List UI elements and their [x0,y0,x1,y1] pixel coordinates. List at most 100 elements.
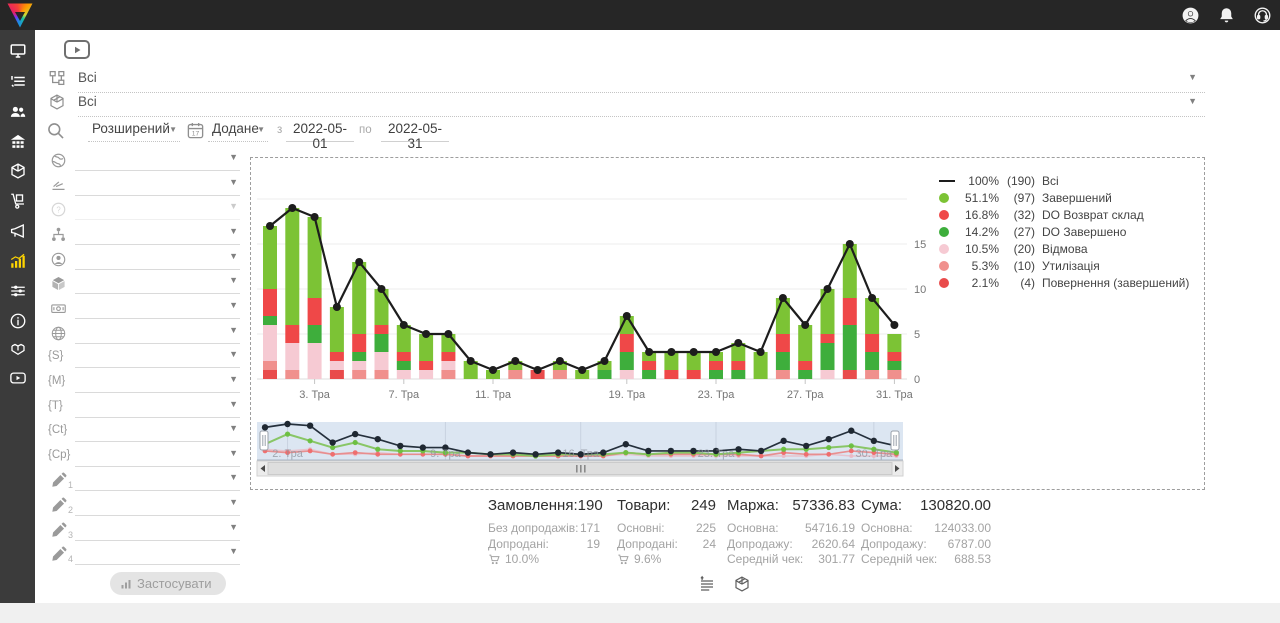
utm-content-select[interactable] [75,424,240,443]
data-point[interactable] [823,285,832,293]
data-point[interactable] [377,285,386,293]
legend-item-3[interactable]: 14.2% (27) DO Завершено [939,223,1189,240]
bar-segment[interactable] [263,370,277,379]
bar-segment[interactable] [374,370,389,379]
bar-segment[interactable] [419,334,434,361]
bar-segment[interactable] [887,334,902,352]
bar-segment[interactable] [396,325,411,352]
bar-segment[interactable] [329,352,344,361]
sidebar-item-dashboard[interactable] [0,38,35,64]
utm-term-select[interactable] [75,400,240,418]
sidebar-item-info[interactable] [0,308,35,334]
bar-segment[interactable] [619,334,634,352]
bell-icon[interactable] [1217,6,1236,25]
legend-item-1[interactable]: 51.1% (97) Завершений [939,189,1189,206]
data-point[interactable] [310,213,319,221]
sidebar-item-partners[interactable] [0,336,35,362]
sidebar-item-orders[interactable] [0,69,35,95]
product-select[interactable] [75,276,240,295]
bar-segment[interactable] [775,370,790,379]
manager-select[interactable] [75,252,240,270]
bar-segment[interactable] [374,289,389,325]
bar-segment[interactable] [865,352,880,370]
bar-segment[interactable] [820,370,835,379]
sidebar-item-customers[interactable] [0,99,35,125]
sidebar-item-products[interactable] [0,158,35,184]
data-point[interactable] [332,303,341,311]
bar-segment[interactable] [419,361,434,370]
bar-segment[interactable] [775,334,790,352]
bar-segment[interactable] [374,325,389,334]
sidebar-item-analytics[interactable] [0,248,35,274]
data-point[interactable] [444,330,453,338]
bar-segment[interactable] [887,370,902,379]
custom-field-4-select[interactable] [75,547,240,566]
data-point[interactable] [578,366,587,374]
sidebar-item-supply[interactable] [0,188,35,214]
bar-segment[interactable] [486,370,500,379]
custom-field-1-select[interactable] [75,473,240,492]
structure-select[interactable] [75,227,240,245]
sidebar-item-warehouse[interactable] [0,129,35,155]
bar-segment[interactable] [552,370,567,379]
bar-segment[interactable] [285,370,300,379]
bar-segment[interactable] [552,361,567,370]
scrollbar-right-arrow[interactable] [895,465,900,472]
bar-segment[interactable] [263,316,277,325]
bar-segment[interactable] [441,370,456,379]
bar-segment[interactable] [709,352,723,361]
bar-segment[interactable] [642,352,657,361]
data-point[interactable] [466,357,475,365]
bar-segment[interactable] [352,352,367,361]
bar-segment[interactable] [865,334,880,352]
bar-segment[interactable] [307,343,322,379]
data-point[interactable] [756,348,765,356]
date-from-input[interactable]: 2022-05-01 [286,118,354,151]
bar-segment[interactable] [396,352,411,361]
bar-segment[interactable] [798,370,813,379]
bar-segment[interactable] [463,361,478,379]
level-select[interactable] [75,178,240,196]
category-filter-select[interactable]: Всі ▼ [45,68,1205,93]
bar-segment[interactable] [374,352,389,370]
bar-segment[interactable] [575,370,590,379]
product-view-toggle[interactable] [733,575,751,593]
bar-segment[interactable] [842,298,857,325]
legend-item-0[interactable]: 100% (190) Всі [939,172,1189,189]
bar-segment[interactable] [352,334,367,352]
bar-segment[interactable] [263,325,277,361]
bar-segment[interactable] [842,370,857,379]
bar-segment[interactable] [329,307,344,352]
bar-segment[interactable] [820,334,835,343]
bar-segment[interactable] [263,289,277,316]
data-point[interactable] [288,204,297,212]
sidebar-item-settings[interactable] [0,278,35,304]
user-icon[interactable] [1181,6,1200,25]
bar-segment[interactable] [530,370,545,379]
utm-source-select[interactable] [75,350,240,369]
bar-segment[interactable] [664,352,679,370]
bar-segment[interactable] [508,370,523,379]
bar-segment[interactable] [263,226,277,289]
bar-segment[interactable] [285,343,300,370]
bar-segment[interactable] [619,352,634,370]
bar-segment[interactable] [597,361,612,370]
utm-campaign-select[interactable] [75,449,240,467]
data-point[interactable] [399,321,408,329]
data-point[interactable] [645,348,654,356]
bar-segment[interactable] [865,370,880,379]
bar-segment[interactable] [753,352,768,379]
bar-segment[interactable] [731,343,746,361]
bar-segment[interactable] [597,370,612,379]
data-point[interactable] [778,294,787,302]
bar-segment[interactable] [775,352,790,370]
payment-select[interactable] [75,301,240,319]
bar-segment[interactable] [307,217,322,298]
bar-segment[interactable] [374,334,389,352]
bar-segment[interactable] [887,352,902,361]
bar-segment[interactable] [820,289,835,334]
bar-segment[interactable] [329,361,344,370]
bar-segment[interactable] [329,370,344,379]
bar-segment[interactable] [798,361,813,370]
bar-segment[interactable] [307,298,322,325]
